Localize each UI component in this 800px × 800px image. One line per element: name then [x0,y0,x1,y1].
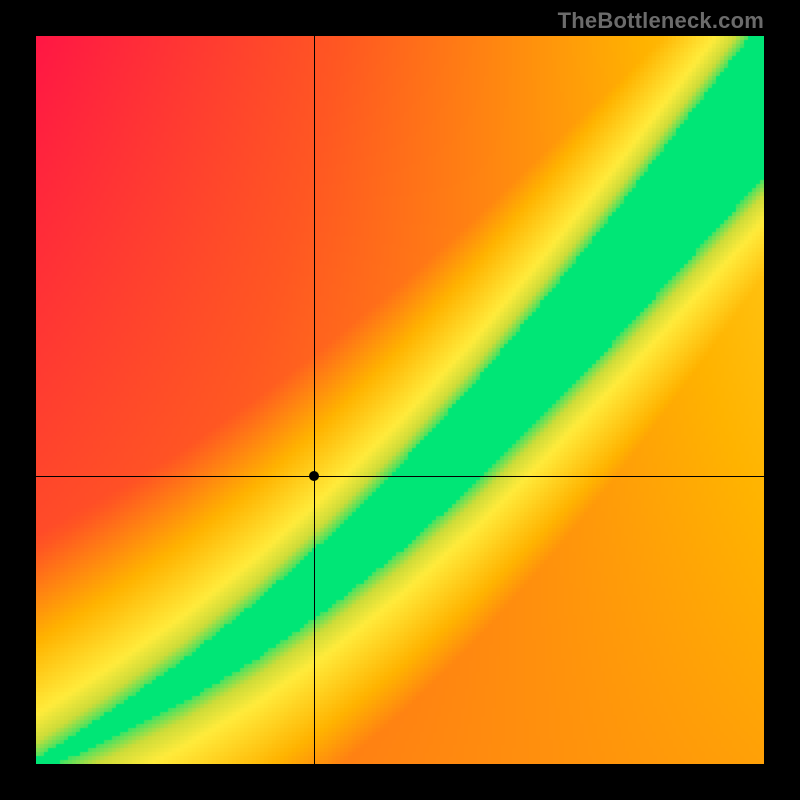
heatmap-canvas [36,36,764,764]
heatmap-plot [36,36,764,764]
page-root: TheBottleneck.com [0,0,800,800]
watermark-text: TheBottleneck.com [558,8,764,34]
